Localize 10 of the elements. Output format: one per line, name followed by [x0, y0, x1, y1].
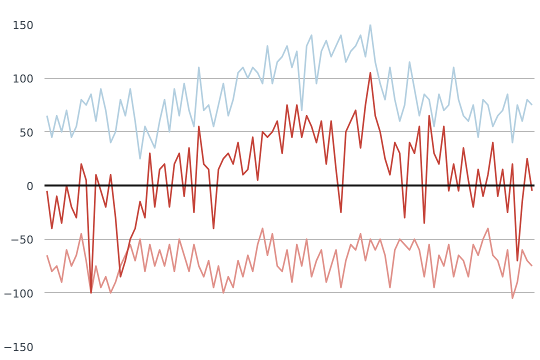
line-series: [46, 24, 533, 160]
line-series: [46, 228, 533, 299]
y-tick-label: 150: [12, 19, 34, 32]
line-series: [46, 72, 533, 294]
y-tick-label: 50: [20, 126, 34, 140]
y-tick-label: −50: [10, 234, 34, 247]
y-tick-label: 100: [12, 72, 34, 86]
y-tick-label: 0: [26, 180, 34, 193]
y-tick-label: −150: [3, 341, 34, 354]
y-tick-label: −100: [3, 287, 34, 300]
